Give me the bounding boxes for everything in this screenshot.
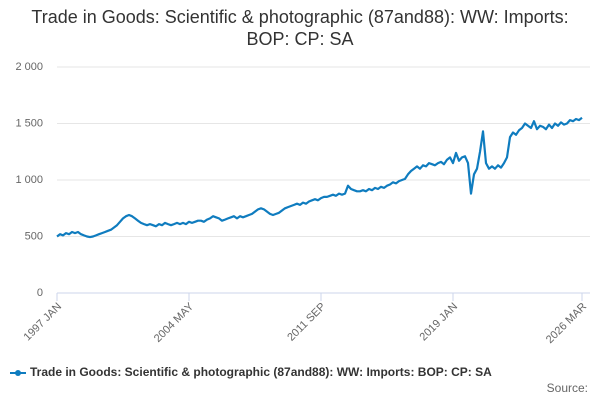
x-tick-label: 1997 JAN	[22, 301, 65, 344]
y-tick-label: 1 500	[15, 117, 43, 129]
y-tick-label: 2 000	[15, 61, 43, 73]
x-tick-label: 2019 JAN	[418, 301, 461, 344]
y-tick-label: 500	[25, 230, 43, 242]
chart-title: Trade in Goods: Scientific & photographi…	[31, 7, 569, 49]
x-tick-label: 2004 MAY	[152, 300, 197, 345]
x-tick-label: 2026 MAR	[544, 301, 589, 346]
legend-label: Trade in Goods: Scientific & photographi…	[30, 365, 492, 379]
y-tick-label: 0	[37, 287, 43, 299]
x-tick-label: 2011 SEP	[285, 301, 328, 344]
source-label: Source:	[547, 381, 588, 395]
legend-marker	[15, 370, 21, 376]
series-line	[56, 116, 583, 239]
y-tick-label: 1 000	[15, 174, 43, 186]
